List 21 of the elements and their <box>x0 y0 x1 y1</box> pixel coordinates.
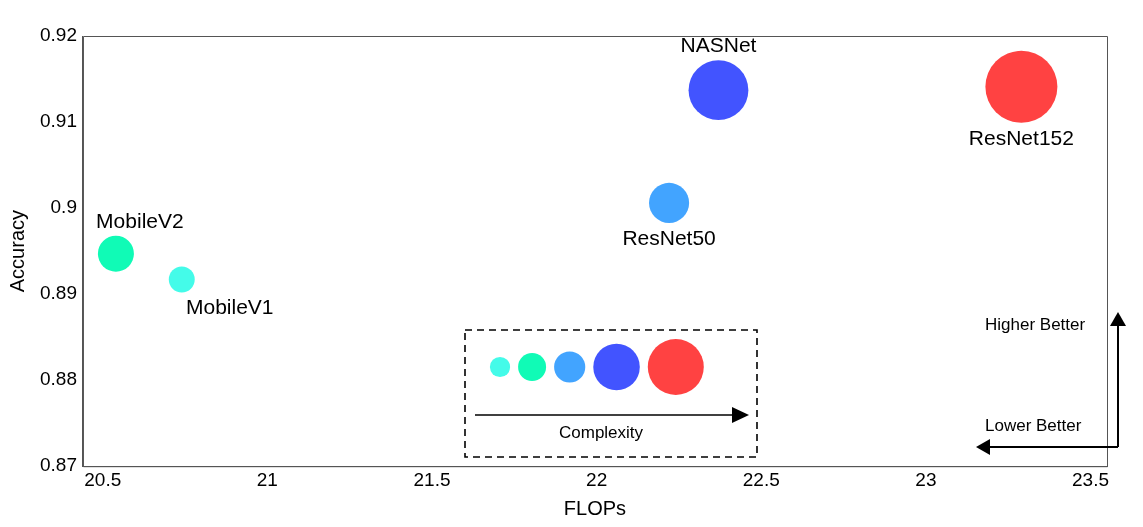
y-tick-label: 0.88 <box>40 368 77 390</box>
x-axis-title: FLOPs <box>563 496 627 519</box>
y-tick-label: 0.89 <box>40 282 77 304</box>
x-tick-label: 23 <box>915 468 937 490</box>
series-label: ResNet152 <box>968 125 1074 149</box>
series-label: MobileV2 <box>96 208 184 232</box>
series-label: NASNet <box>680 33 757 57</box>
x-tick-label: 20.5 <box>84 468 122 490</box>
y-tick-label: 0.87 <box>40 454 77 476</box>
y-tick-label: 0.9 <box>50 196 77 218</box>
annotation: Complexity <box>559 423 644 442</box>
y-tick-label: 0.92 <box>40 24 77 46</box>
x-tick-label: 23.5 <box>1072 468 1110 490</box>
series-label: MobileV1 <box>185 295 274 319</box>
x-tick-label: 21 <box>256 468 278 490</box>
x-tick-label: 22.5 <box>742 468 780 490</box>
y-axis-title: Accuracy <box>5 209 28 293</box>
x-tick-label: 22 <box>586 468 608 490</box>
series-label: ResNet50 <box>622 225 716 249</box>
x-tick-label: 21.5 <box>413 468 451 490</box>
y-tick-label: 0.91 <box>40 110 77 132</box>
